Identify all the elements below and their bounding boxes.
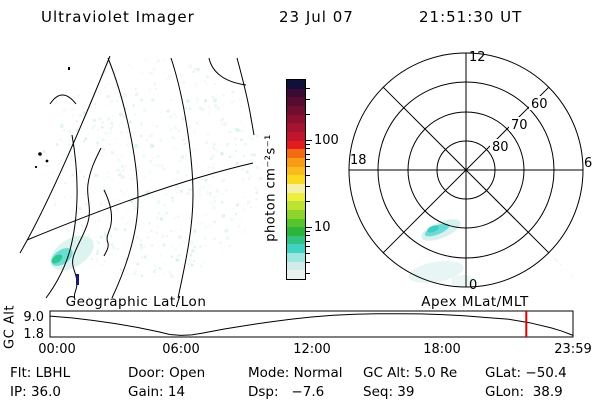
map-dark-spot [76,274,79,285]
map-caption: Geographic Lat/Lon [65,294,207,310]
map-coastline [34,67,112,301]
colorbar-tick-100: 100 [314,133,339,148]
mlt-label-0: 0 [469,278,477,293]
gc-alt-curve [49,313,574,336]
status-mode: Mode: Normal [248,365,343,381]
status-glon: GLon: 38.9 [485,384,563,400]
header-date: 23 Jul 07 [279,8,354,26]
meridian-line [19,55,111,254]
ytick-9: 9.0 [23,310,44,325]
xtick-1800: 18:00 [423,342,461,357]
colorbar-gradient [286,79,306,280]
mlat-label-70: 70 [511,118,528,133]
xtick-0000: 00:00 [38,342,76,357]
meridian-line [236,57,255,136]
polar-labels: 80 70 60 12 18 6 0 [350,50,592,293]
colorbar-units-label: photon cm⁻²s⁻¹ [263,134,279,242]
meridian-line [107,57,139,299]
colorbar-ticks [306,80,316,280]
mlt-label-6: 6 [584,156,592,171]
header-time: 21:51:30 UT [419,8,523,26]
meridian-line [45,134,78,299]
polar-aurora-blob [408,219,475,287]
status-flt: Flt: LBHL [10,365,71,381]
parallel-line [208,57,247,86]
status-ip: IP: 36.0 [10,384,62,400]
mlt-spoke-diagonal [382,86,550,254]
map-aurora-blob [50,235,94,271]
ytick-1-8: 1.8 [23,327,44,342]
timeline-ylabel: GC Alt [2,305,18,349]
xtick-1200: 12:00 [293,342,331,357]
gc-alt-timeline-plot [49,310,574,338]
status-door: Door: Open [128,365,206,381]
colorbar-tick-10: 10 [314,220,331,235]
geographic-map-image [19,55,262,301]
timeline-plot-box [49,310,574,338]
status-dsp: Dsp: −7.6 [248,384,325,400]
mlat-label-80: 80 [492,140,509,155]
app-title: Ultraviolet Imager [41,8,195,26]
mlat-label-60: 60 [531,97,548,112]
map-graticule [19,55,255,299]
xtick-2359: 23:59 [554,342,592,357]
status-seq: Seq: 39 [363,384,415,400]
polar-grid [348,52,584,288]
status-gain: Gain: 14 [128,384,186,400]
xtick-0600: 06:00 [162,342,200,357]
meridian-line [170,57,194,299]
mlt-label-12: 12 [469,50,486,65]
parallel-line [26,162,254,241]
apex-polar-plot: 80 70 60 12 18 6 0 [348,50,592,293]
status-gc-alt: GC Alt: 5.0 Re [363,365,458,381]
polar-caption: Apex MLat/MLT [421,294,529,310]
mlt-label-18: 18 [350,153,367,168]
map-speckle-field [41,59,262,278]
parallel-line [49,94,77,105]
status-glat: GLat: −50.4 [485,365,567,381]
